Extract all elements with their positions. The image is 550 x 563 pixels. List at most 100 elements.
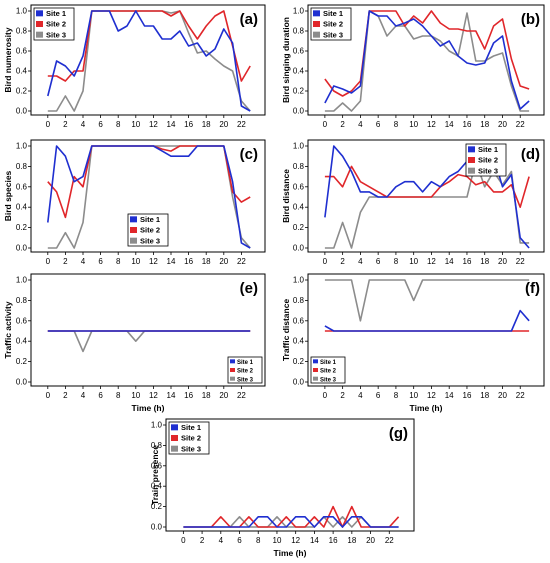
x-tick-label: 10 <box>131 391 140 400</box>
y-axis-label: Traffic activity <box>3 301 13 358</box>
y-tick-label: 0.0 <box>151 523 163 532</box>
x-tick-label: 0 <box>323 120 328 129</box>
series-line-site-1 <box>183 515 399 528</box>
x-tick-label: 4 <box>358 391 363 400</box>
y-tick-label: 1.0 <box>16 7 28 16</box>
x-axis-label: Time (h) <box>274 548 307 558</box>
x-tick-label: 16 <box>184 120 193 129</box>
x-tick-label: 2 <box>63 120 68 129</box>
panel-letter: (e) <box>240 280 258 297</box>
y-axis-label: Train presence <box>150 445 160 505</box>
y-tick-label: 0.4 <box>293 337 305 346</box>
legend-swatch <box>130 227 137 233</box>
x-tick-label: 14 <box>310 536 319 545</box>
y-tick-label: 0.4 <box>16 67 28 76</box>
x-tick-label: 2 <box>63 391 68 400</box>
x-tick-label: 22 <box>385 536 394 545</box>
x-tick-label: 6 <box>376 391 381 400</box>
legend-entry: Site 1 <box>181 423 201 432</box>
y-tick-label: 0.2 <box>16 223 28 232</box>
panel-letter: (f) <box>525 280 540 297</box>
series-line-site-3 <box>324 279 530 322</box>
x-tick-label: 20 <box>366 536 375 545</box>
legend-entry: Site 2 <box>320 369 337 375</box>
panel-letter: (g) <box>389 425 408 442</box>
y-tick-label: 0.8 <box>16 296 28 305</box>
legend-swatch <box>36 31 43 38</box>
legend-entry: Site 3 <box>140 236 160 245</box>
panel-f: Traffic distance Time (h) (f) 0.0 0.2 0.4 0… <box>281 273 545 413</box>
y-tick-label: 0.0 <box>293 244 305 253</box>
x-tick-label: 22 <box>237 120 246 129</box>
x-tick-label: 12 <box>427 391 436 400</box>
x-tick-label: 4 <box>358 120 363 129</box>
legend-entry: Site 1 <box>46 9 66 18</box>
panel-letter: (d) <box>521 146 540 163</box>
x-tick-label: 14 <box>167 120 176 129</box>
y-tick-label: 0.4 <box>151 482 163 491</box>
y-tick-label: 0.8 <box>293 27 305 36</box>
legend-entry: Site 1 <box>478 145 498 154</box>
x-tick-label: 8 <box>116 120 121 129</box>
legend-swatch <box>130 216 137 223</box>
legend-entry: Site 3 <box>320 377 337 383</box>
legend-entry: Site 2 <box>140 226 160 235</box>
y-tick-label: 0.6 <box>293 316 305 325</box>
x-tick-label: 22 <box>516 257 525 266</box>
y-tick-label: 0.0 <box>16 244 28 253</box>
legend-swatch <box>313 10 320 17</box>
y-tick-label: 1.0 <box>151 421 163 430</box>
x-tick-label: 0 <box>46 120 51 129</box>
panel-letter: (b) <box>521 11 540 28</box>
x-tick-label: 10 <box>409 391 418 400</box>
series-line-site-1 <box>47 145 251 249</box>
x-tick-label: 20 <box>219 391 228 400</box>
legend: Site 1 Site 2 Site 3 <box>310 356 346 384</box>
legend-entry: Site 2 <box>323 20 343 29</box>
x-tick-label: 6 <box>98 120 103 129</box>
y-tick-label: 0.2 <box>293 87 305 96</box>
x-tick-label: 6 <box>376 120 381 129</box>
x-tick-label: 0 <box>323 257 328 266</box>
y-tick-label: 0.8 <box>293 296 305 305</box>
x-tick-label: 4 <box>81 257 86 266</box>
series-line-site-2 <box>324 10 530 97</box>
series-line-site-1 <box>324 309 530 332</box>
x-axis-label: Time (h) <box>410 403 443 413</box>
x-tick-label: 2 <box>340 257 345 266</box>
y-tick-label: 1.0 <box>16 142 28 151</box>
x-tick-label: 18 <box>480 120 489 129</box>
legend-swatch <box>313 368 318 372</box>
legend-swatch <box>171 435 178 441</box>
x-tick-label: 2 <box>340 391 345 400</box>
x-tick-label: 12 <box>149 257 158 266</box>
panel-e: Traffic activity Time (h) (e) 0.0 0.2 0.4 0… <box>3 273 266 413</box>
series-line-site-2 <box>47 10 251 82</box>
x-tick-label: 12 <box>427 120 436 129</box>
y-tick-label: 0.4 <box>16 337 28 346</box>
legend-entry: Site 3 <box>478 166 498 175</box>
y-tick-label: 0.8 <box>293 162 305 171</box>
y-tick-label: 1.0 <box>293 7 305 16</box>
y-tick-label: 0.2 <box>293 357 305 366</box>
y-tick-label: 0.2 <box>16 357 28 366</box>
legend-entry: Site 1 <box>320 360 337 366</box>
y-tick-label: 0.4 <box>293 67 305 76</box>
x-tick-label: 22 <box>237 391 246 400</box>
legend-entry: Site 3 <box>181 444 201 453</box>
legend-entry: Site 2 <box>181 434 201 443</box>
y-axis-label: Bird distance <box>281 169 291 223</box>
y-tick-label: 0.6 <box>151 461 163 470</box>
panel-letter: (c) <box>240 146 258 163</box>
y-tick-label: 0.0 <box>16 378 28 387</box>
legend-swatch <box>36 10 43 17</box>
y-tick-label: 0.2 <box>16 87 28 96</box>
legend-swatch <box>468 146 475 153</box>
x-tick-label: 10 <box>273 536 282 545</box>
x-tick-label: 6 <box>98 257 103 266</box>
panel-a: Bird numerosity (a) 0.0 0.2 0.4 0.6 0.8 1.0 0 2… <box>3 4 266 129</box>
x-tick-label: 16 <box>463 120 472 129</box>
x-tick-label: 10 <box>409 257 418 266</box>
